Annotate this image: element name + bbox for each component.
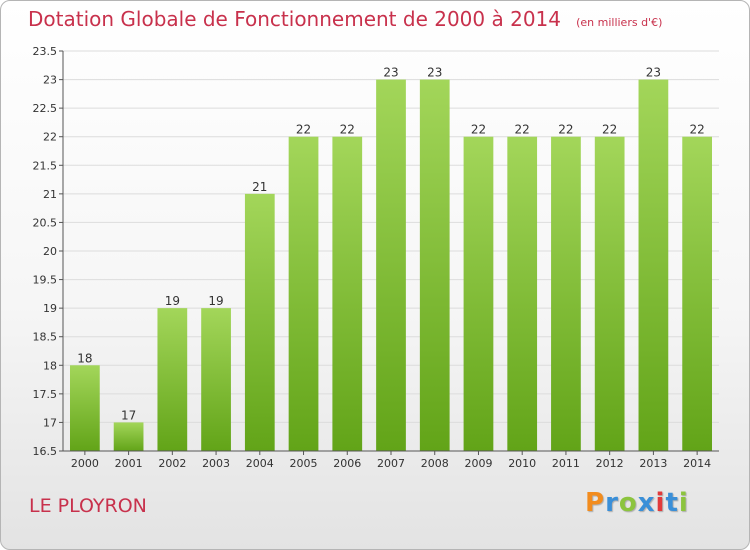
commune-name: LE PLOYRON — [29, 495, 147, 517]
bar — [463, 136, 494, 451]
bar — [201, 308, 231, 451]
x-tick-label: 2008 — [421, 457, 449, 470]
y-tick-label: 23 — [43, 74, 57, 87]
chart-unit: (en milliers d'€) — [576, 16, 663, 29]
bar — [244, 193, 275, 451]
y-tick-label: 18 — [43, 359, 57, 372]
bar-value-label: 22 — [558, 123, 573, 137]
brand-letter: t — [665, 488, 679, 518]
x-tick-label: 2001 — [115, 457, 143, 470]
x-tick-label: 2003 — [202, 457, 230, 470]
x-tick-label: 2012 — [596, 457, 624, 470]
brand-letter: x — [637, 488, 656, 518]
y-tick-label: 16.5 — [33, 445, 58, 458]
y-tick-label: 21.5 — [33, 159, 58, 172]
y-tick-label: 22.5 — [33, 102, 58, 115]
bar-value-label: 22 — [471, 123, 486, 137]
x-tick-label: 2000 — [71, 457, 99, 470]
y-tick-label: 21 — [43, 188, 57, 201]
bar — [594, 136, 625, 451]
bar — [507, 136, 538, 451]
bar-value-label: 17 — [121, 408, 136, 422]
bar — [376, 79, 406, 452]
x-tick-label: 2011 — [552, 457, 580, 470]
brand-letter: i — [655, 488, 666, 518]
bar — [113, 422, 144, 451]
bar-value-label: 22 — [689, 123, 704, 137]
y-tick-label: 17.5 — [33, 388, 58, 401]
brand-letter: r — [605, 488, 619, 518]
x-tick-label: 2014 — [683, 457, 711, 470]
x-tick-label: 2004 — [246, 457, 274, 470]
bar — [638, 79, 669, 452]
bar-value-label: 22 — [340, 123, 355, 137]
y-tick-label: 20.5 — [33, 216, 58, 229]
bar-value-label: 22 — [296, 123, 311, 137]
bar-value-label: 23 — [427, 66, 442, 80]
x-tick-label: 2005 — [290, 457, 318, 470]
y-tick-label: 22 — [43, 131, 57, 144]
proxiti-logo: Proxiti — [585, 488, 689, 518]
bar — [69, 365, 100, 451]
bar-value-label: 19 — [165, 294, 180, 308]
bar — [419, 79, 450, 452]
bar-value-label: 22 — [602, 123, 617, 137]
axes — [59, 50, 719, 455]
bar-value-label: 18 — [77, 351, 92, 365]
title-row: Dotation Globale de Fonctionnement de 20… — [28, 7, 662, 31]
bar-value-label: 22 — [515, 123, 530, 137]
brand-letter: P — [585, 488, 606, 518]
bar — [157, 308, 188, 451]
y-tick-label: 20 — [43, 245, 57, 258]
labels: 16.5 17 17.5 18 18.5 19 19.5 20 20.5 21 21.5 22 22.5… — [33, 45, 712, 470]
y-tick-label: 23.5 — [33, 45, 58, 58]
bar — [288, 136, 319, 451]
x-tick-label: 2007 — [377, 457, 405, 470]
x-tick-label: 2009 — [464, 457, 492, 470]
brand-letter: o — [618, 488, 638, 518]
x-tick-label: 2010 — [508, 457, 536, 470]
y-tick-label: 19.5 — [33, 274, 58, 287]
bar — [332, 136, 363, 451]
bar — [551, 136, 581, 451]
x-tick-label: 2006 — [333, 457, 361, 470]
bars — [69, 79, 713, 452]
x-tick-label: 2002 — [158, 457, 186, 470]
chart-title: Dotation Globale de Fonctionnement de 20… — [28, 7, 561, 31]
y-tick-label: 17 — [43, 416, 57, 429]
bar-value-label: 19 — [208, 294, 223, 308]
bar-value-label: 23 — [383, 66, 398, 80]
y-tick-label: 19 — [43, 302, 57, 315]
bar-value-label: 21 — [252, 180, 267, 194]
x-tick-label: 2013 — [639, 457, 667, 470]
brand-letter: i — [678, 488, 689, 518]
bar — [682, 136, 713, 451]
y-tick-label: 18.5 — [33, 331, 58, 344]
bar-value-label: 23 — [646, 66, 661, 80]
